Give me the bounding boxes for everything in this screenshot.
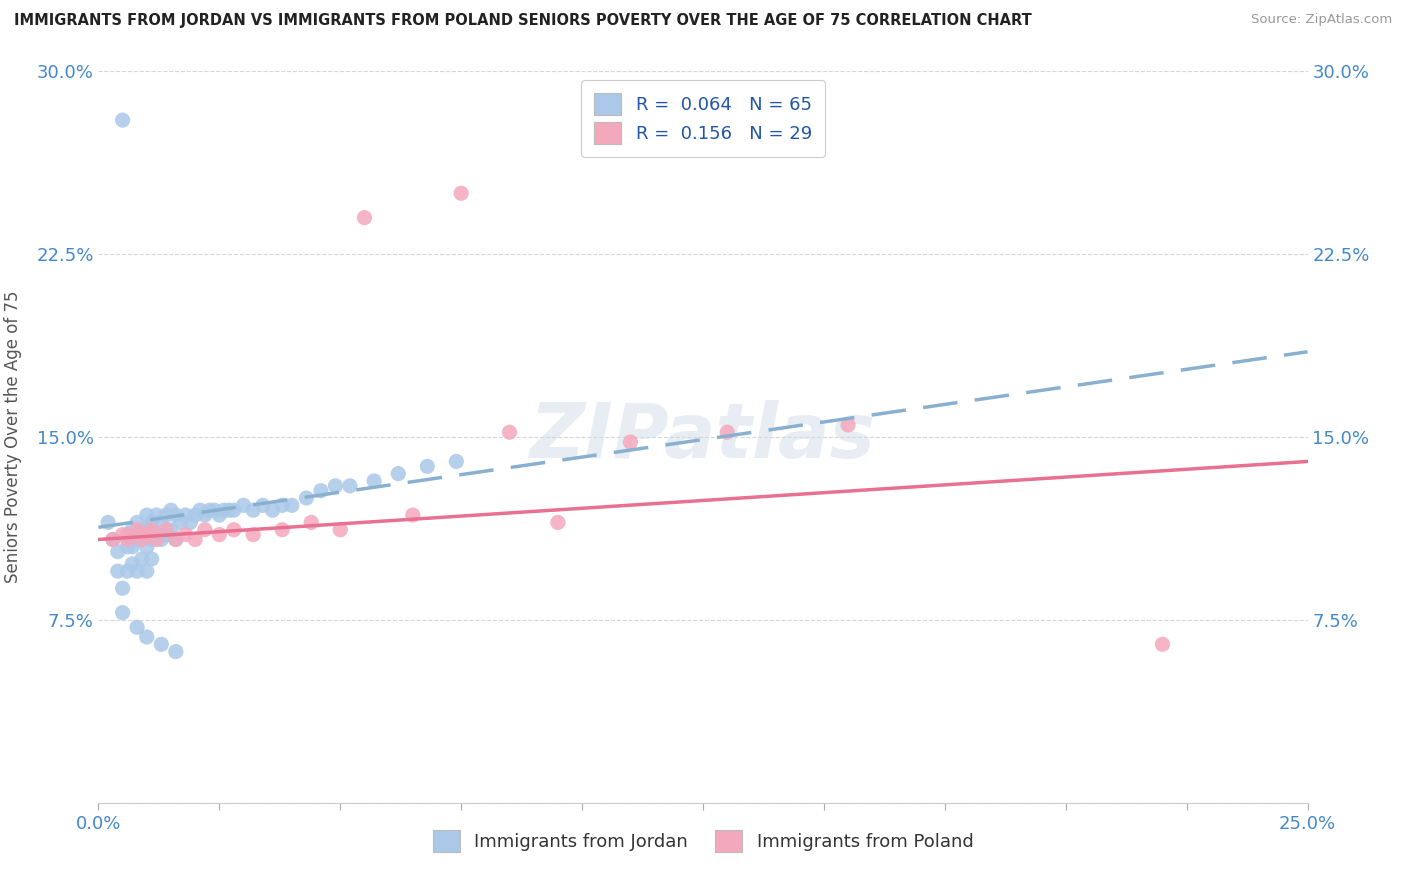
Point (97, 516, 120, 530)
Point (107, 544, 129, 558)
Point (547, 516, 569, 530)
Point (117, 540, 139, 554)
Point (416, 459, 439, 474)
Point (101, 533, 124, 547)
Point (150, 637, 173, 651)
Point (145, 533, 167, 547)
Point (299, 516, 322, 530)
Point (121, 540, 143, 554)
Point (165, 533, 187, 547)
Point (131, 523, 153, 537)
Point (135, 630, 157, 644)
Point (135, 564, 157, 578)
Point (127, 533, 149, 547)
Point (450, 186, 472, 201)
Point (498, 425, 520, 440)
Point (150, 533, 173, 547)
Point (242, 527, 264, 541)
Point (174, 527, 197, 541)
Point (329, 523, 352, 537)
Point (188, 503, 211, 517)
Point (353, 211, 375, 225)
Point (145, 508, 167, 522)
Legend: Immigrants from Jordan, Immigrants from Poland: Immigrants from Jordan, Immigrants from … (426, 823, 980, 860)
Point (716, 425, 738, 440)
Text: Source: ZipAtlas.com: Source: ZipAtlas.com (1251, 13, 1392, 27)
Point (446, 454, 468, 468)
Point (141, 552, 163, 566)
Point (135, 508, 157, 522)
Point (145, 527, 167, 541)
Point (135, 523, 157, 537)
Point (252, 499, 274, 513)
Point (131, 533, 153, 547)
Point (232, 499, 254, 513)
Point (127, 620, 149, 634)
Point (155, 523, 177, 537)
Point (107, 564, 129, 578)
Point (271, 523, 294, 537)
Point (619, 434, 641, 449)
Point (194, 508, 217, 522)
Point (165, 508, 187, 522)
Point (339, 479, 361, 493)
Point (1152, 637, 1174, 651)
Point (135, 527, 157, 541)
Point (101, 533, 124, 547)
Point (222, 503, 245, 517)
Point (174, 508, 197, 522)
Point (127, 516, 149, 530)
Point (222, 523, 245, 537)
Point (131, 552, 153, 566)
Point (242, 503, 264, 517)
Point (141, 516, 163, 530)
Point (281, 499, 304, 513)
Point (121, 527, 143, 541)
Point (155, 527, 177, 541)
Point (117, 533, 139, 547)
Point (160, 503, 183, 517)
Point (111, 606, 134, 620)
Point (271, 499, 294, 513)
Point (363, 474, 385, 488)
Point (165, 533, 187, 547)
Point (169, 516, 191, 530)
Point (179, 516, 201, 530)
Point (155, 508, 177, 522)
Point (212, 503, 235, 517)
Point (402, 508, 425, 522)
Text: ZIPatlas: ZIPatlas (530, 401, 876, 474)
Text: IMMIGRANTS FROM JORDAN VS IMMIGRANTS FROM POLAND SENIORS POVERTY OVER THE AGE OF: IMMIGRANTS FROM JORDAN VS IMMIGRANTS FRO… (14, 13, 1032, 29)
Point (218, 503, 240, 517)
Point (194, 523, 217, 537)
Point (117, 527, 139, 541)
Point (295, 491, 318, 505)
Point (309, 483, 332, 498)
Point (387, 467, 409, 481)
Point (150, 516, 173, 530)
Point (135, 540, 157, 554)
Point (121, 523, 143, 537)
Point (325, 479, 347, 493)
Point (111, 527, 134, 541)
Point (127, 523, 149, 537)
Point (198, 503, 221, 517)
Point (184, 533, 207, 547)
Point (117, 564, 139, 578)
Point (208, 508, 231, 522)
Point (208, 527, 231, 541)
Point (111, 581, 134, 595)
Point (141, 533, 163, 547)
Point (262, 503, 284, 517)
Point (204, 503, 226, 517)
Point (184, 508, 207, 522)
Point (160, 523, 183, 537)
Point (141, 523, 163, 537)
Point (837, 417, 859, 432)
Point (127, 564, 149, 578)
Point (121, 557, 143, 571)
Point (165, 645, 187, 659)
Y-axis label: Seniors Poverty Over the Age of 75: Seniors Poverty Over the Age of 75 (4, 291, 22, 583)
Point (111, 113, 134, 128)
